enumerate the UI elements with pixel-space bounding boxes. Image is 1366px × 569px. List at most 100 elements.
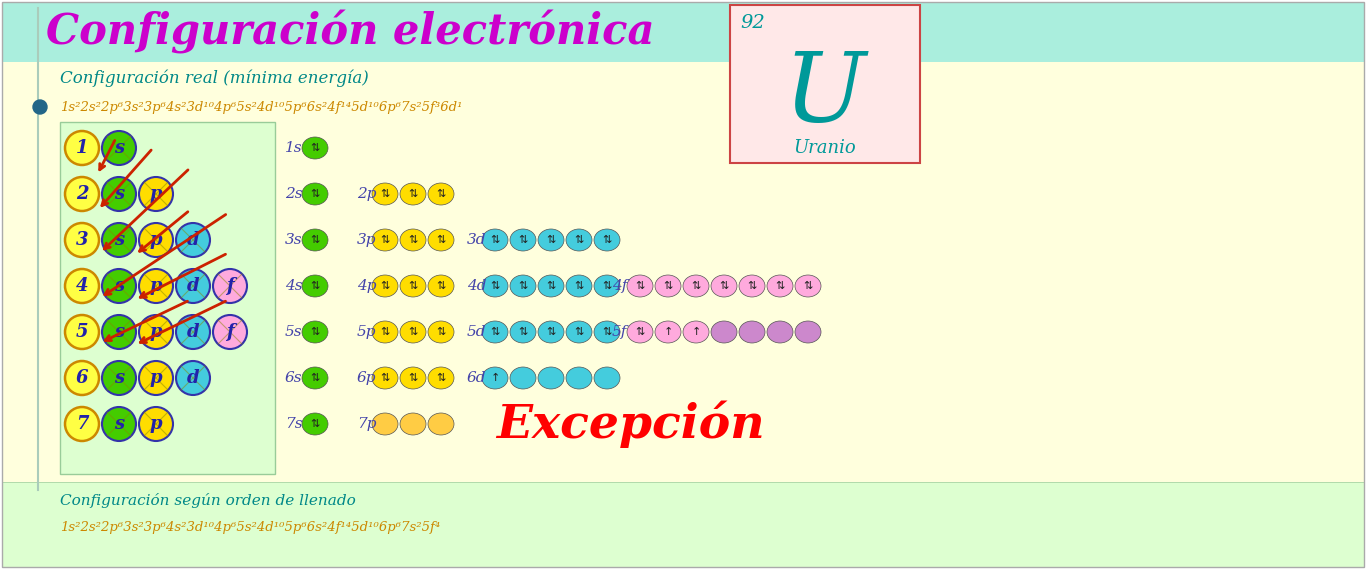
Circle shape	[176, 223, 210, 257]
Text: ⇅: ⇅	[408, 327, 418, 337]
Circle shape	[66, 223, 98, 257]
Text: ⇅: ⇅	[436, 189, 445, 199]
Text: 5s: 5s	[285, 325, 303, 339]
Text: ⇅: ⇅	[664, 281, 672, 291]
Ellipse shape	[710, 275, 738, 297]
Text: ⇅: ⇅	[380, 281, 389, 291]
Text: Excepción: Excepción	[496, 400, 765, 448]
Ellipse shape	[566, 321, 591, 343]
Text: Configuración real (mínima energía): Configuración real (mínima energía)	[60, 69, 369, 86]
Circle shape	[102, 269, 137, 303]
Circle shape	[102, 131, 137, 165]
Text: ↑: ↑	[691, 327, 701, 337]
Ellipse shape	[302, 137, 328, 159]
Text: 3: 3	[75, 231, 89, 249]
Circle shape	[139, 177, 173, 211]
FancyBboxPatch shape	[60, 122, 275, 474]
Text: ⇅: ⇅	[546, 281, 556, 291]
Text: ⇅: ⇅	[776, 281, 784, 291]
Text: 6d: 6d	[467, 371, 486, 385]
Text: ↑: ↑	[664, 327, 672, 337]
Circle shape	[102, 361, 137, 395]
Circle shape	[176, 315, 210, 349]
Text: 3s: 3s	[285, 233, 303, 247]
Text: 7s: 7s	[285, 417, 303, 431]
Ellipse shape	[627, 275, 653, 297]
Ellipse shape	[302, 367, 328, 389]
Ellipse shape	[428, 321, 454, 343]
Text: 5f: 5f	[612, 325, 627, 339]
Ellipse shape	[538, 275, 564, 297]
Ellipse shape	[372, 413, 398, 435]
Ellipse shape	[594, 275, 620, 297]
Text: ⇅: ⇅	[602, 281, 612, 291]
Ellipse shape	[482, 321, 508, 343]
Text: s: s	[113, 323, 124, 341]
Ellipse shape	[566, 229, 591, 251]
Text: Configuración según orden de llenado: Configuración según orden de llenado	[60, 493, 355, 508]
Text: ⇅: ⇅	[310, 419, 320, 429]
Ellipse shape	[372, 229, 398, 251]
Text: 7p: 7p	[357, 417, 377, 431]
Text: ⇅: ⇅	[546, 327, 556, 337]
Ellipse shape	[510, 321, 535, 343]
Ellipse shape	[400, 275, 426, 297]
Text: ⇅: ⇅	[602, 327, 612, 337]
Text: ⇅: ⇅	[691, 281, 701, 291]
Text: s: s	[113, 185, 124, 203]
Circle shape	[66, 177, 98, 211]
Ellipse shape	[400, 367, 426, 389]
Ellipse shape	[302, 275, 328, 297]
Ellipse shape	[302, 229, 328, 251]
Ellipse shape	[302, 321, 328, 343]
Ellipse shape	[400, 321, 426, 343]
Text: 3p: 3p	[357, 233, 377, 247]
Text: 5: 5	[75, 323, 89, 341]
Ellipse shape	[656, 321, 682, 343]
Ellipse shape	[566, 275, 591, 297]
Text: p: p	[150, 323, 163, 341]
Ellipse shape	[428, 183, 454, 205]
FancyBboxPatch shape	[729, 5, 919, 163]
Text: ⇅: ⇅	[546, 235, 556, 245]
Text: p: p	[150, 231, 163, 249]
Text: s: s	[113, 231, 124, 249]
Ellipse shape	[683, 321, 709, 343]
Text: d: d	[187, 277, 199, 295]
Text: 2s: 2s	[285, 187, 303, 201]
Text: 5p: 5p	[357, 325, 377, 339]
Ellipse shape	[482, 275, 508, 297]
Text: Configuración electrónica: Configuración electrónica	[45, 10, 654, 54]
Text: ⇅: ⇅	[574, 235, 583, 245]
Ellipse shape	[400, 183, 426, 205]
Text: ⇅: ⇅	[490, 235, 500, 245]
Ellipse shape	[428, 275, 454, 297]
Ellipse shape	[372, 321, 398, 343]
Ellipse shape	[594, 321, 620, 343]
Text: ⇅: ⇅	[803, 281, 813, 291]
Ellipse shape	[795, 275, 821, 297]
Text: 4f: 4f	[612, 279, 627, 293]
Text: s: s	[113, 277, 124, 295]
Ellipse shape	[710, 321, 738, 343]
Text: ⇅: ⇅	[635, 327, 645, 337]
Text: ⇅: ⇅	[380, 327, 389, 337]
FancyBboxPatch shape	[1, 482, 1365, 567]
Ellipse shape	[594, 229, 620, 251]
Circle shape	[176, 269, 210, 303]
Circle shape	[139, 361, 173, 395]
Ellipse shape	[510, 367, 535, 389]
Text: ⇅: ⇅	[310, 373, 320, 383]
Text: ↑: ↑	[490, 373, 500, 383]
Text: ⇅: ⇅	[408, 235, 418, 245]
Circle shape	[33, 100, 46, 114]
Text: ⇅: ⇅	[436, 281, 445, 291]
Ellipse shape	[795, 321, 821, 343]
Text: ⇅: ⇅	[310, 143, 320, 153]
Text: ⇅: ⇅	[518, 235, 527, 245]
Text: ⇅: ⇅	[518, 327, 527, 337]
Text: 4s: 4s	[285, 279, 303, 293]
Text: ⇅: ⇅	[380, 373, 389, 383]
Circle shape	[66, 269, 98, 303]
Ellipse shape	[510, 229, 535, 251]
